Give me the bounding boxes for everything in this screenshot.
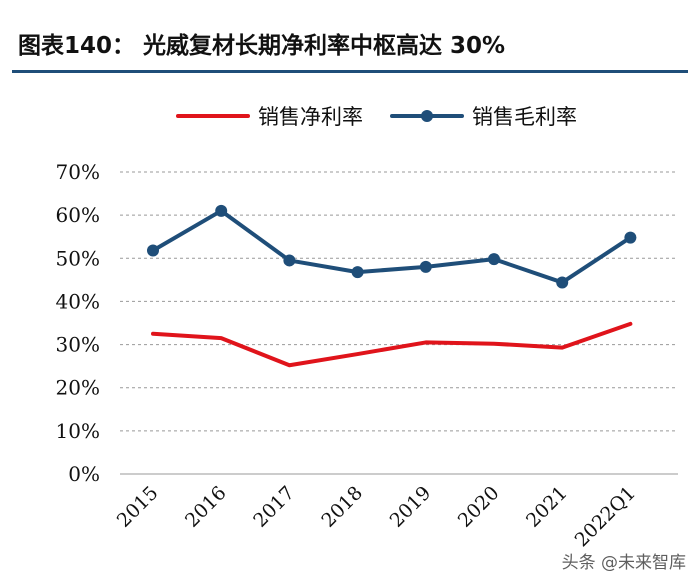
y-tick-label: 10% (56, 419, 100, 443)
y-tick-label: 60% (56, 203, 100, 227)
y-tick-label: 70% (56, 160, 100, 184)
y-tick-label: 0% (68, 462, 100, 486)
legend-label: 销售毛利率 (472, 105, 577, 129)
x-tick-label: 2020 (454, 482, 504, 532)
data-point-gross-margin (147, 244, 159, 257)
data-point-gross-margin (283, 254, 296, 267)
x-tick-label: 2017 (249, 482, 299, 532)
x-tick-label: 2016 (181, 482, 231, 532)
chart-title: 图表140： 光威复材长期净利率中枢高达 30% (18, 33, 506, 59)
y-tick-label: 20% (56, 376, 100, 400)
legend: 销售净利率 销售毛利率 (176, 105, 577, 129)
y-tick-label: 30% (56, 333, 100, 357)
data-point-gross-margin (351, 266, 364, 279)
title-rule (12, 70, 688, 73)
data-point-gross-margin (624, 231, 637, 244)
x-tick-label: 2021 (522, 482, 572, 532)
x-tick-label: 2019 (386, 482, 436, 532)
series-line-gross-margin (151, 208, 633, 285)
data-point-gross-margin (419, 260, 432, 273)
legend-marker (421, 110, 433, 122)
legend-label: 销售净利率 (258, 105, 363, 129)
x-tick-label: 2018 (317, 482, 367, 532)
y-tick-label: 50% (56, 246, 100, 270)
data-point-gross-margin (215, 204, 228, 217)
x-tick-label: 2022Q1 (571, 482, 640, 551)
series-group (147, 204, 637, 368)
watermark: 头条 @未来智库 (561, 553, 686, 573)
x-tick-label: 2015 (113, 482, 163, 532)
y-tick-label: 40% (56, 289, 100, 313)
y-axis-ticks: 0% 10% 20% 30% 40% 50% 60% 70% (56, 160, 100, 486)
data-point-gross-margin (488, 253, 500, 266)
series-line-net-margin (151, 321, 633, 368)
data-point-gross-margin (556, 276, 569, 289)
grid-lines (120, 171, 678, 475)
